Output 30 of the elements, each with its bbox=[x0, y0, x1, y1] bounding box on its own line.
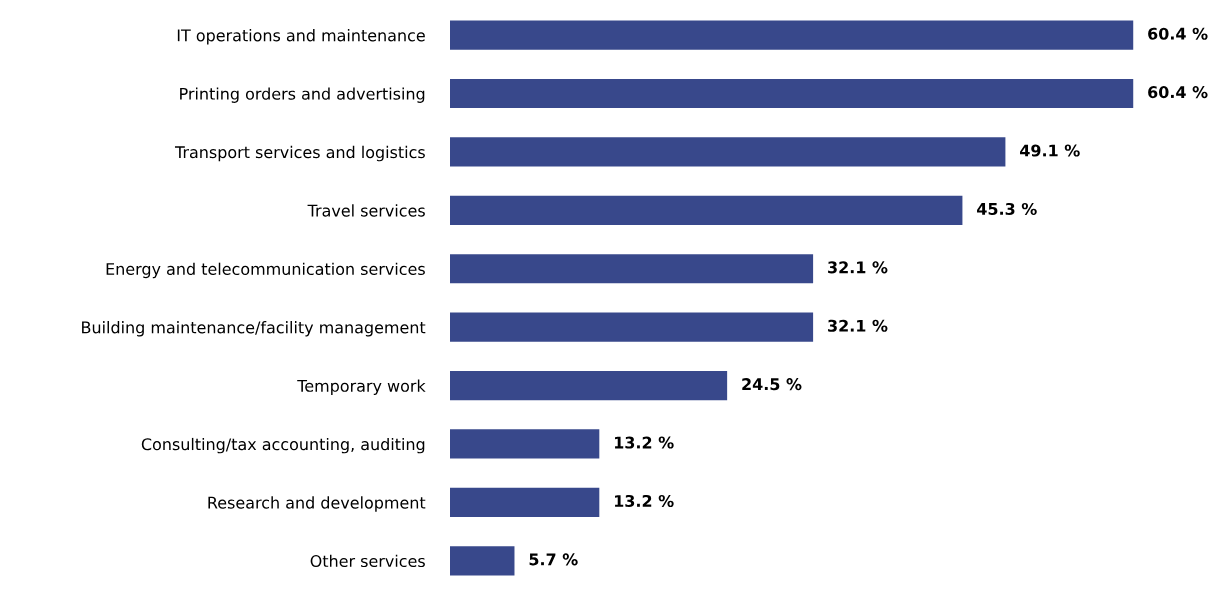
bar bbox=[450, 20, 1134, 50]
y-tick-label: Research and development bbox=[208, 496, 426, 512]
data-label: 32.1 % bbox=[828, 319, 888, 332]
bar bbox=[450, 195, 963, 225]
data-label: 45.3 % bbox=[977, 202, 1037, 215]
y-tick-label: IT operations and maintenance bbox=[177, 29, 425, 45]
data-label: 5.7 % bbox=[529, 553, 578, 566]
y-tick-label: Transport services and logistics bbox=[174, 145, 425, 162]
data-label: 60.4 % bbox=[1148, 86, 1208, 99]
y-tick-label: Consulting/tax accounting, auditing bbox=[141, 437, 425, 454]
data-label: 24.5 % bbox=[742, 378, 802, 391]
y-tick-label: Building maintenance/facility management bbox=[82, 321, 426, 337]
y-tick-label: Temporary work bbox=[297, 379, 426, 395]
bar bbox=[450, 137, 1006, 167]
bar bbox=[450, 78, 1134, 109]
bar bbox=[450, 429, 600, 459]
y-tick-label: Printing orders and advertising bbox=[180, 87, 425, 103]
data-label: 13.2 % bbox=[615, 436, 674, 449]
data-label: 49.1 % bbox=[1020, 144, 1080, 157]
data-label: 32.1 % bbox=[828, 261, 888, 274]
y-tick-label: Energy and telecommunication services bbox=[106, 262, 425, 279]
data-label: 13.2 % bbox=[615, 494, 674, 508]
bar bbox=[450, 546, 515, 576]
bar bbox=[450, 312, 814, 342]
y-tick-label: Other services bbox=[310, 554, 425, 568]
y-tick-label: Travel services bbox=[307, 204, 425, 217]
data-label: 60.4 % bbox=[1148, 27, 1208, 40]
bar bbox=[450, 254, 814, 284]
bar bbox=[450, 487, 600, 517]
bar bbox=[450, 370, 728, 401]
